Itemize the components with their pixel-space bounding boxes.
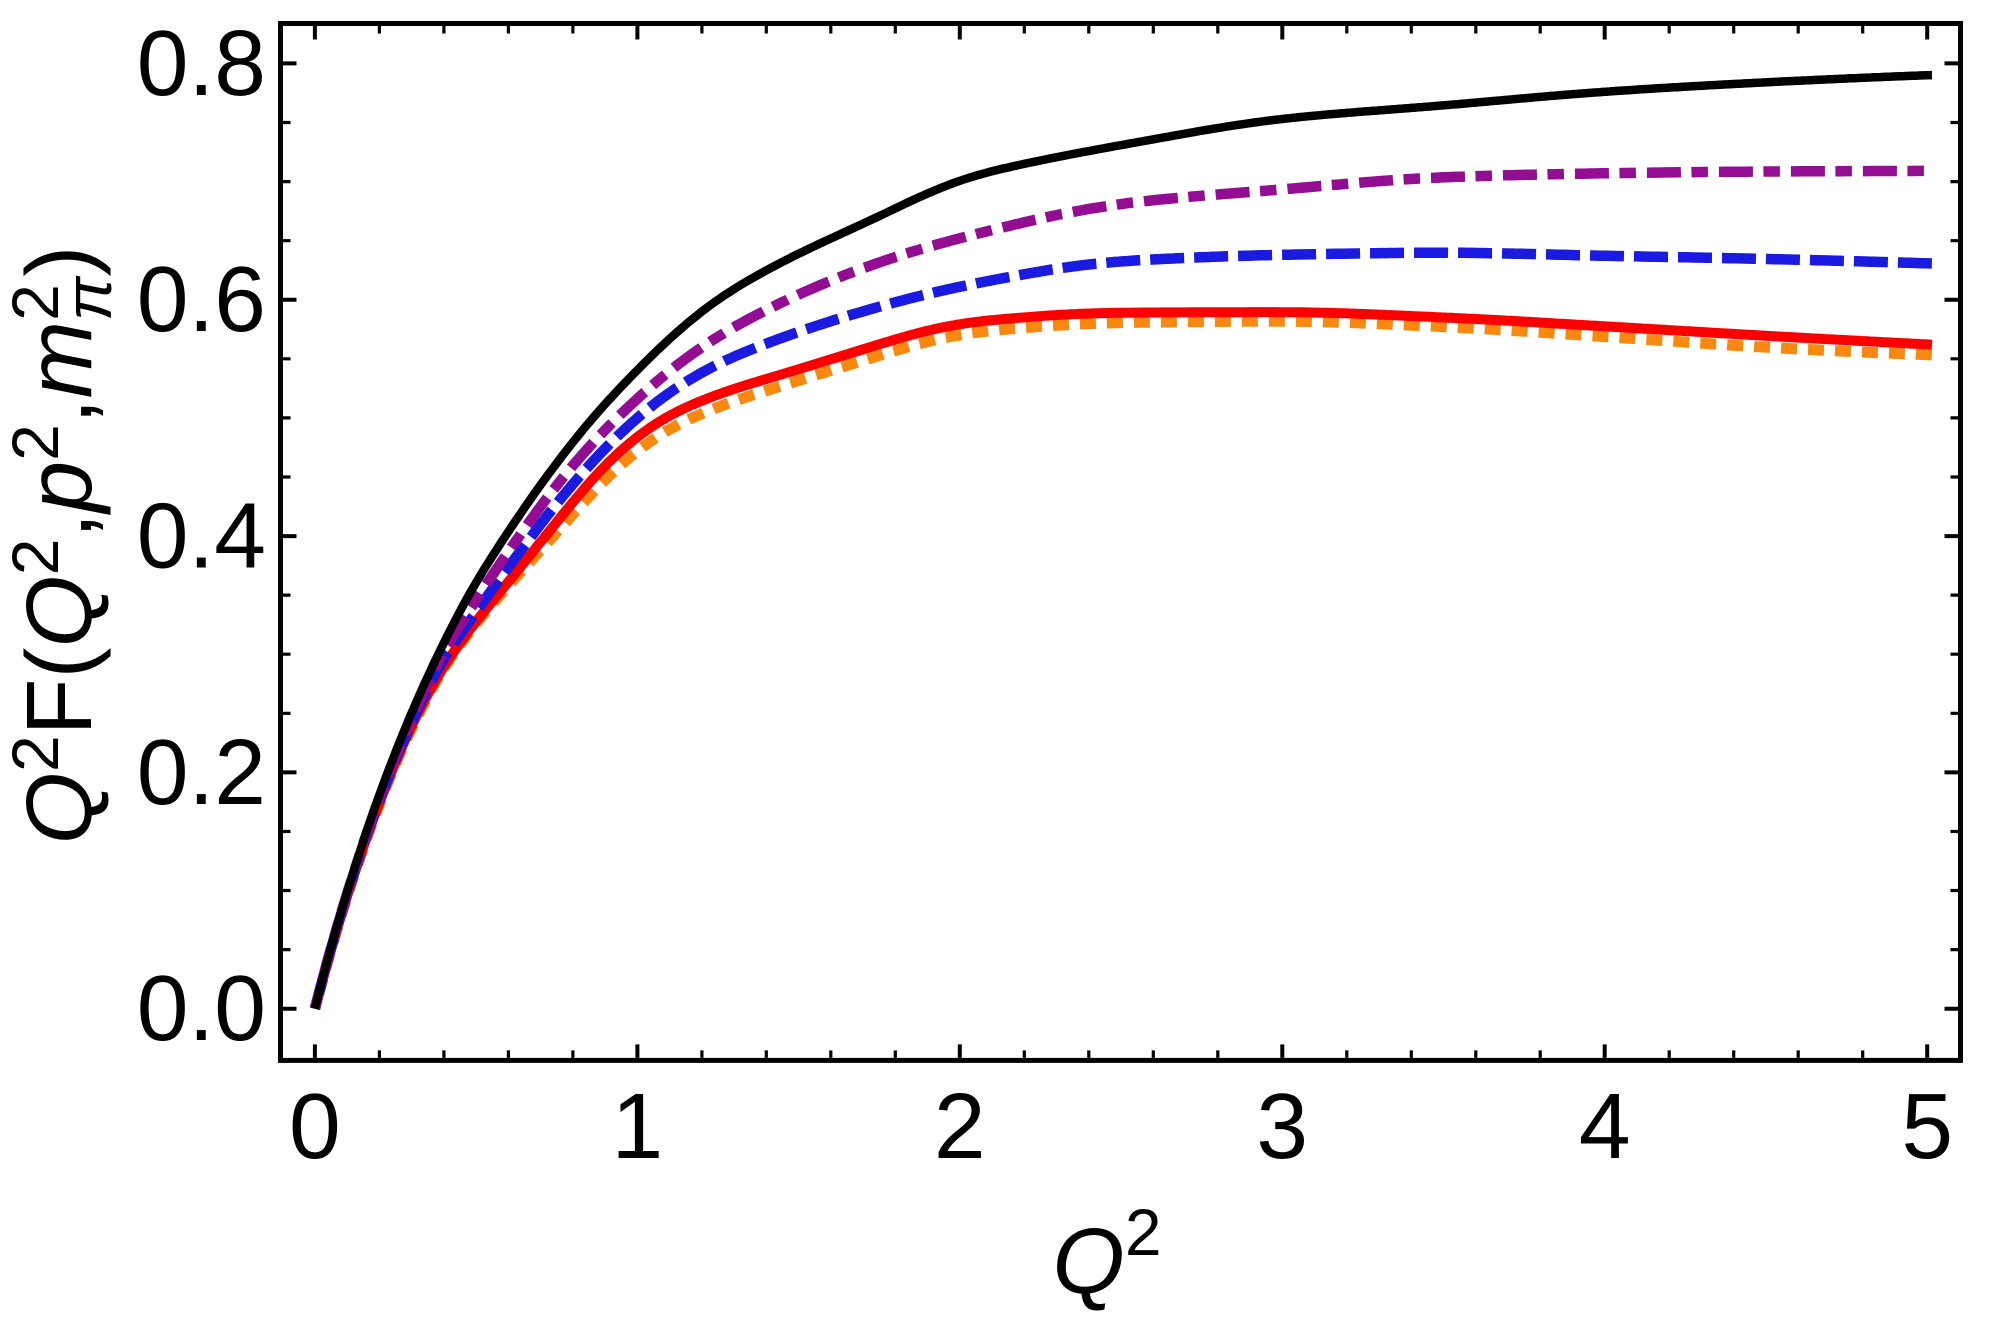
svg-text:3: 3	[1256, 1074, 1308, 1178]
svg-text:0.8: 0.8	[137, 11, 266, 115]
svg-text:Q2F(Q2,p2,m2π): Q2F(Q2,p2,m2π)	[0, 246, 125, 845]
svg-text:0: 0	[289, 1074, 341, 1178]
svg-text:5: 5	[1901, 1074, 1953, 1178]
svg-text:Q2: Q2	[1052, 1195, 1161, 1313]
svg-text:1: 1	[612, 1074, 664, 1178]
svg-text:0.6: 0.6	[137, 247, 266, 351]
svg-text:0.4: 0.4	[137, 484, 266, 588]
svg-text:0.2: 0.2	[137, 720, 266, 824]
svg-text:0.0: 0.0	[137, 956, 266, 1060]
svg-text:4: 4	[1579, 1074, 1631, 1178]
svg-text:2: 2	[934, 1074, 986, 1178]
